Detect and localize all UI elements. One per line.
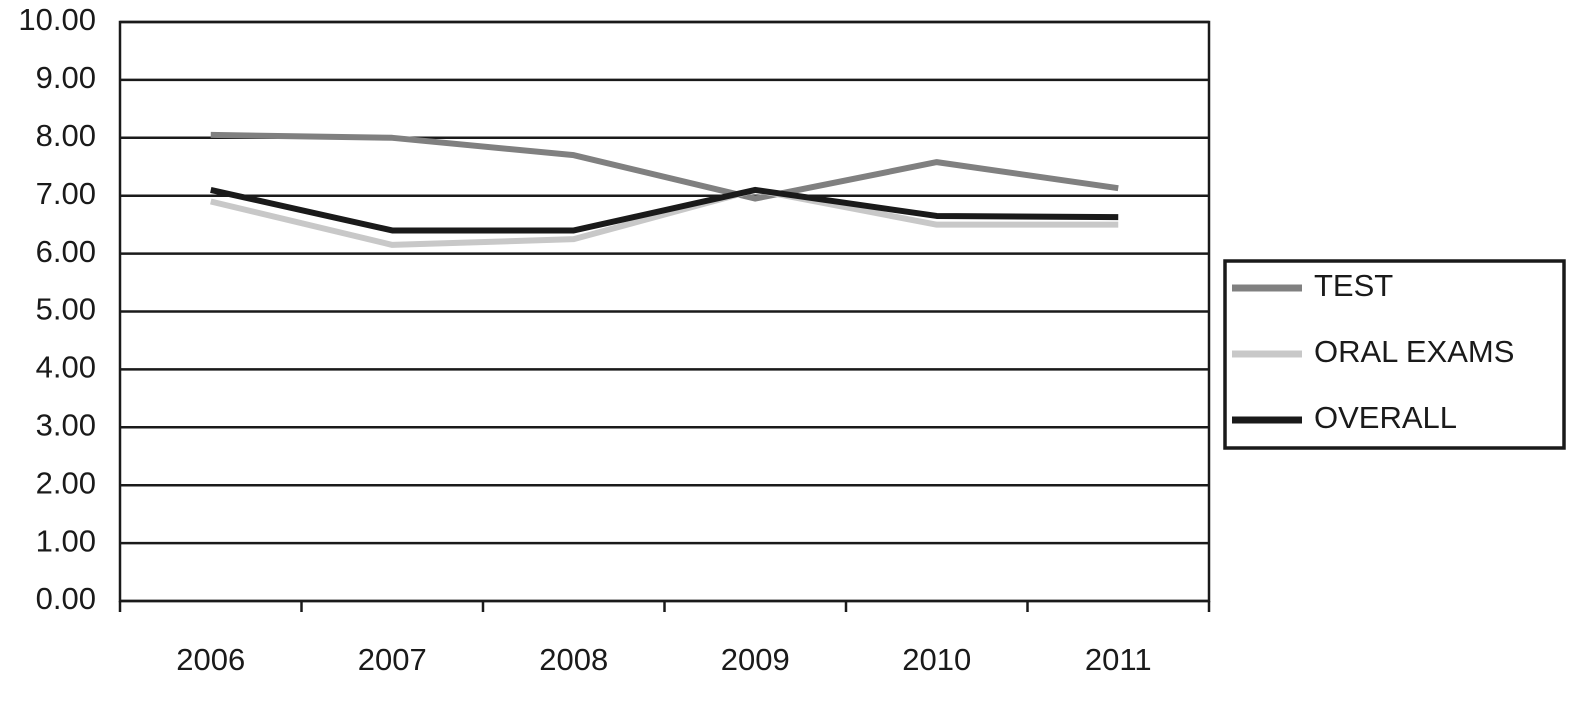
y-tick-label: 9.00 [36,60,96,95]
x-tick-label: 2010 [902,642,971,677]
legend-label: ORAL EXAMS [1314,334,1514,369]
y-tick-label: 8.00 [36,118,96,153]
x-tick-label: 2007 [358,642,427,677]
y-tick-label: 1.00 [36,523,96,558]
series-line [210,186,1119,234]
legend-label: OVERALL [1314,400,1457,435]
y-tick-label: 6.00 [36,234,96,269]
y-tick-label: 5.00 [36,292,96,327]
x-tick-label: 2008 [539,642,608,677]
series-line [210,186,1119,248]
x-tick-label: 2011 [1085,642,1152,677]
y-tick-label: 2.00 [36,465,96,500]
y-tick-label: 0.00 [36,581,96,616]
x-tick-label: 2006 [176,642,245,677]
x-tick-label: 2009 [721,642,790,677]
legend-label: TEST [1314,268,1393,303]
y-tick-label: 4.00 [36,350,96,385]
y-tick-label: 10.00 [18,2,96,37]
y-tick-label: 7.00 [36,176,96,211]
y-tick-label: 3.00 [36,407,96,442]
series-line [210,131,1119,202]
